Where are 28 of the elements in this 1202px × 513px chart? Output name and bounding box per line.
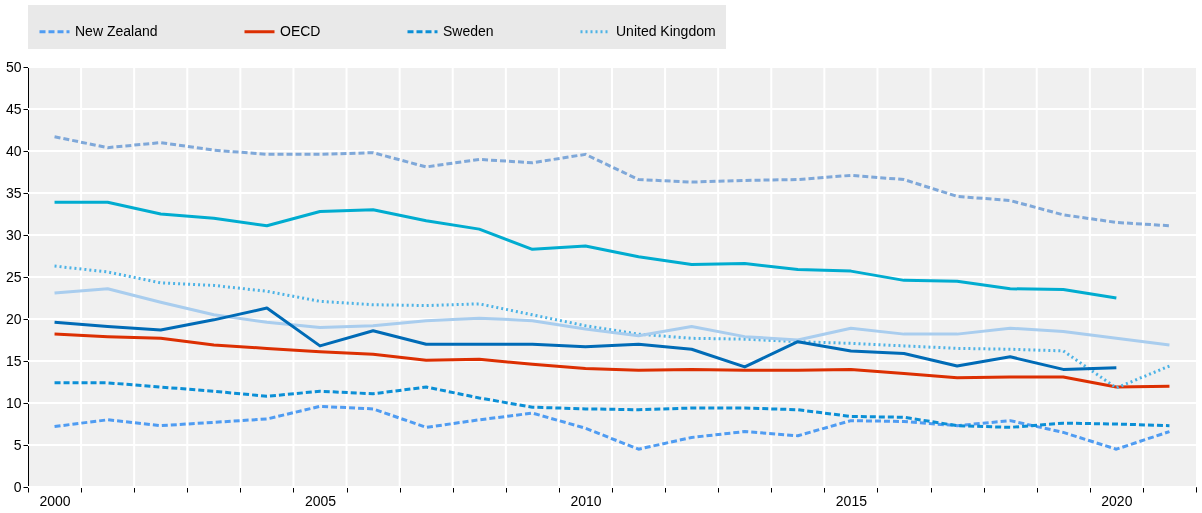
x-tick-label: 2000 [39, 492, 71, 509]
line-series [53, 200, 1118, 300]
y-tick-label: 5 [13, 436, 22, 453]
line-series [53, 404, 1171, 451]
y-tick-label: 15 [5, 352, 22, 369]
y-tick-label: 20 [5, 310, 22, 327]
y-tick-label: 25 [5, 268, 22, 285]
line-series [53, 287, 1171, 347]
y-tick-label: 0 [13, 478, 22, 495]
legend-label: Sweden [443, 22, 494, 39]
y-tick-label: 45 [5, 100, 22, 117]
y-tick-label: 35 [5, 184, 22, 201]
x-tick-label: 2020 [1101, 492, 1133, 509]
line-series [53, 264, 1171, 390]
y-tick-label: 50 [5, 58, 22, 75]
x-tick-label: 2010 [570, 492, 602, 509]
legend-label: New Zealand [75, 22, 158, 39]
line-series [53, 135, 1171, 228]
legend-label: United Kingdom [616, 22, 716, 39]
x-tick-label: 2015 [835, 492, 868, 509]
line-series [53, 306, 1118, 371]
line-series [53, 332, 1171, 389]
line-series [53, 381, 1171, 429]
y-tick-label: 10 [5, 394, 22, 411]
y-tick-label: 30 [5, 226, 22, 243]
legend-label: OECD [280, 22, 321, 39]
x-tick-label: 2005 [304, 492, 337, 509]
y-tick-label: 40 [5, 142, 22, 159]
